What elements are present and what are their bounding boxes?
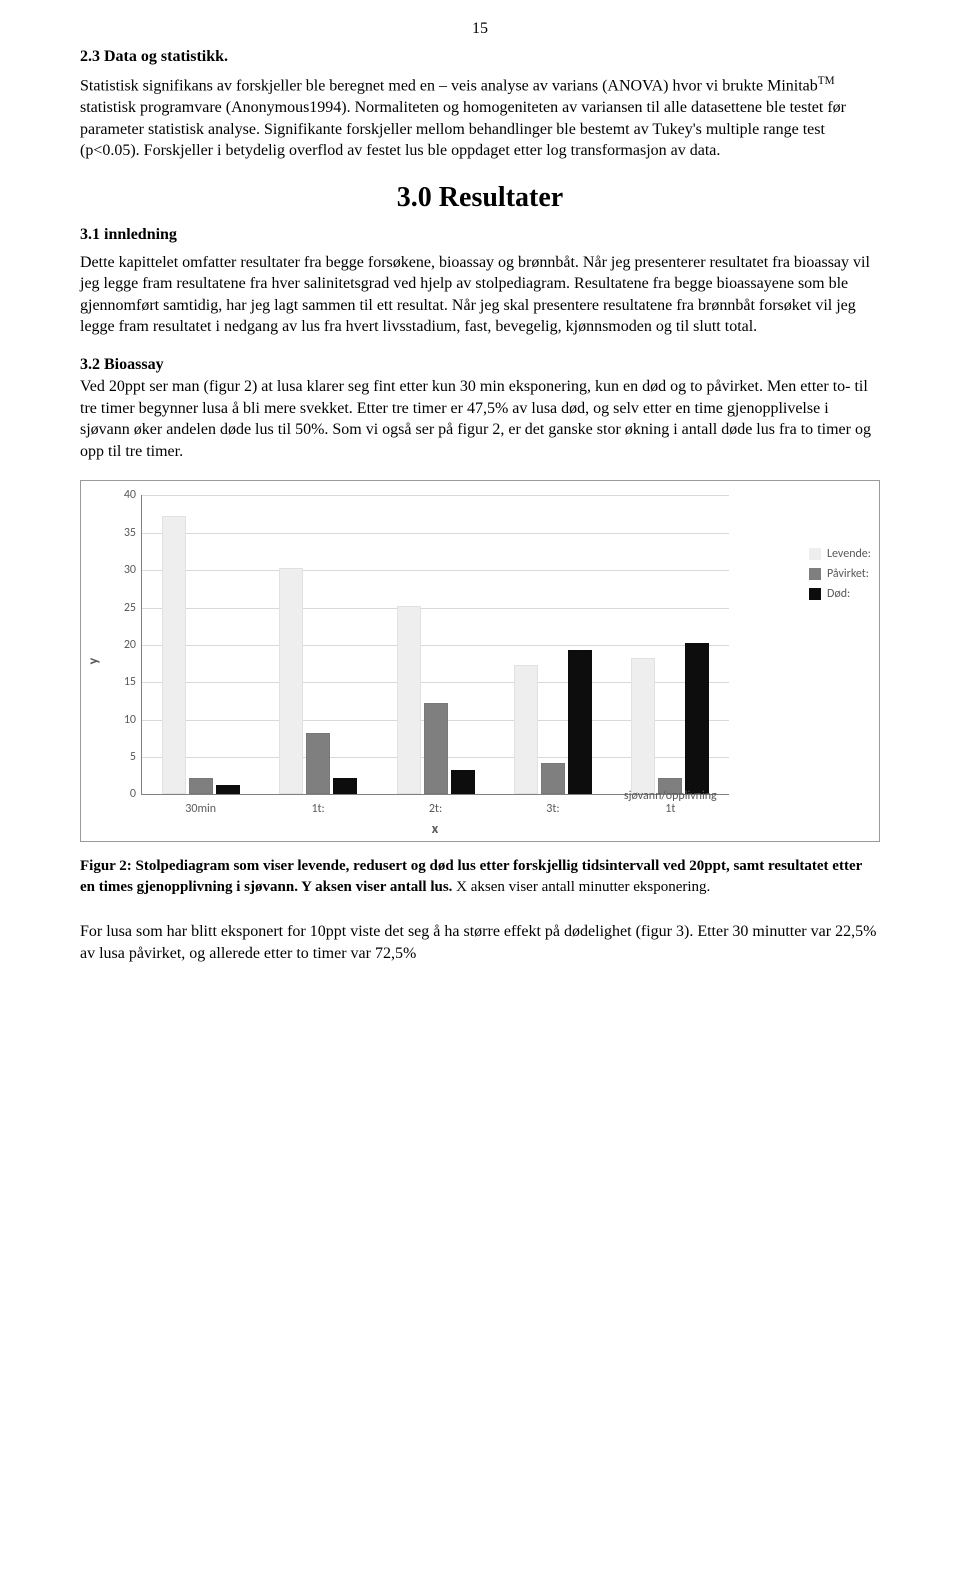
chart-bar-group <box>631 643 709 795</box>
figure-2-caption: Figur 2: Stolpediagram som viser levende… <box>80 856 880 897</box>
section-3-1-body: Dette kapittelet omfatter resultater fra… <box>80 252 880 338</box>
chart-bar <box>333 778 357 795</box>
section-3-1-heading: 3.1 innledning <box>80 226 880 244</box>
chart-bar-group <box>397 606 475 795</box>
chart-plot-area: 051015202530354030min1t:2t:3t:sjøvann/op… <box>141 495 729 795</box>
chart-bar-group <box>514 650 592 794</box>
chart-bar <box>162 516 186 795</box>
chart-bar <box>631 658 655 795</box>
chart-bar <box>568 650 592 794</box>
chart-bar <box>279 568 303 794</box>
chart-legend-label: Levende: <box>827 547 871 561</box>
page-number: 15 <box>80 20 880 38</box>
chart-bar <box>451 770 475 794</box>
document-page: 15 2.3 Data og statistikk. Statistisk si… <box>0 0 960 984</box>
chart-bar-group <box>162 516 240 795</box>
section-3-2-body: Ved 20ppt ser man (figur 2) at lusa klar… <box>80 376 880 462</box>
chart-ytick-label: 0 <box>110 787 136 801</box>
chart-xtick-label: sjøvann/opplivning 1t <box>624 790 717 816</box>
chart-ytick-label: 15 <box>110 675 136 689</box>
chart-ytick-label: 10 <box>110 713 136 727</box>
trademark-superscript: TM <box>818 75 835 87</box>
chart-legend: Levende: Påvirket: Død: <box>809 541 871 607</box>
chart-bar <box>424 703 448 795</box>
chart-legend-item: Levende: <box>809 547 871 561</box>
chart-xtick-label: 30min <box>185 803 216 816</box>
chart-bar <box>189 778 213 795</box>
section-3-2: 3.2 Bioassay Ved 20ppt ser man (figur 2)… <box>80 356 880 462</box>
section-2-3-heading: 2.3 Data og statistikk. <box>80 48 880 66</box>
chart-xtick-label: 1t: <box>311 803 324 816</box>
section-3-2-heading: 3.2 Bioassay <box>80 356 164 373</box>
figure-2-caption-tail: X aksen viser antall minutter eksponerin… <box>456 879 710 895</box>
chart-x-axis-label: x <box>141 820 729 837</box>
chart-ytick-label: 40 <box>110 488 136 502</box>
chart-ytick-label: 5 <box>110 750 136 764</box>
chart-bar <box>541 763 565 795</box>
chart-xtick-label: 3t: <box>546 803 559 816</box>
section-2-3-body: Statistisk signifikans av forskjeller bl… <box>80 74 880 162</box>
chart-bar <box>514 665 538 794</box>
bioassay-bar-chart: y 051015202530354030min1t:2t:3t:sjøvann/… <box>80 480 880 842</box>
chart-bar <box>685 643 709 795</box>
chart-ytick-label: 20 <box>110 638 136 652</box>
chart-legend-swatch <box>809 588 821 600</box>
chart-bar <box>397 606 421 795</box>
chart-xtick-label: 2t: <box>429 803 442 816</box>
chart-legend-label: Død: <box>827 587 850 601</box>
section-3-0-heading: 3.0 Resultater <box>80 182 880 214</box>
chart-legend-item: Død: <box>809 587 871 601</box>
chart-bar-group <box>279 568 357 794</box>
chart-ytick-label: 25 <box>110 601 136 615</box>
chart-bar <box>216 785 240 794</box>
chart-y-axis-label: y <box>85 658 102 665</box>
chart-gridline <box>142 495 729 496</box>
chart-legend-swatch <box>809 568 821 580</box>
chart-ytick-label: 35 <box>110 526 136 540</box>
chart-legend-item: Påvirket: <box>809 567 871 581</box>
section-2-3-body-suffix: statistisk programvare (Anonymous1994). … <box>80 99 846 159</box>
chart-ytick-label: 30 <box>110 563 136 577</box>
footer-paragraph: For lusa som har blitt eksponert for 10p… <box>80 921 880 964</box>
section-2-3-body-prefix: Statistisk signifikans av forskjeller bl… <box>80 77 818 94</box>
chart-legend-label: Påvirket: <box>827 567 869 581</box>
chart-legend-swatch <box>809 548 821 560</box>
chart-bar <box>306 733 330 795</box>
